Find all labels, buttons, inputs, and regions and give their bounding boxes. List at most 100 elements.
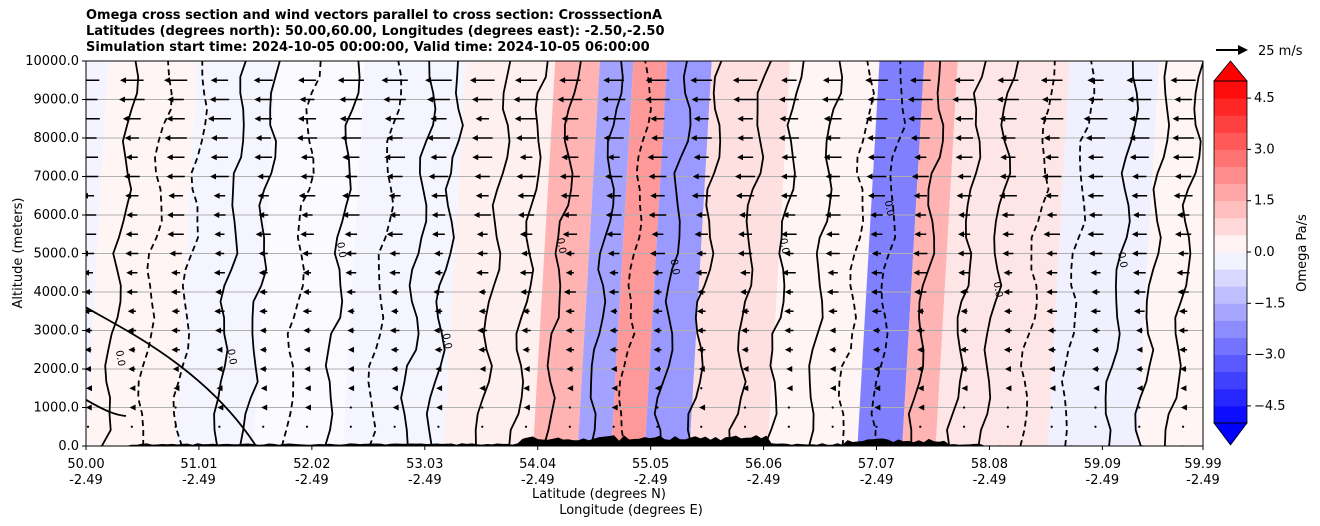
wind-vector-head <box>261 404 268 411</box>
contour-line <box>101 61 140 446</box>
wind-vector <box>954 77 975 84</box>
contour-line <box>474 61 512 446</box>
wind-vector <box>425 77 452 84</box>
wind-vector <box>603 135 624 141</box>
wind-vector <box>1006 406 1009 409</box>
wind-vector-head <box>653 327 660 334</box>
wind-vector <box>914 154 927 161</box>
wind-vector-head <box>1085 135 1092 141</box>
wind-vector-head <box>129 404 136 411</box>
wind-vector <box>437 425 440 428</box>
wind-vector-head <box>297 115 304 122</box>
wind-vector <box>696 327 706 334</box>
wind-vector <box>209 96 230 103</box>
wind-vector <box>302 308 312 315</box>
wind-vector-head <box>300 231 307 238</box>
wind-vector-head <box>1047 327 1054 334</box>
wind-vector-head <box>996 96 1003 103</box>
wind-vector-head <box>696 250 703 257</box>
wind-vector-head <box>523 404 530 411</box>
wind-vector-head <box>914 212 921 218</box>
wind-vector-head <box>300 173 307 180</box>
wind-vector-head <box>1136 346 1143 353</box>
wind-vector-head <box>699 404 706 411</box>
wind-vector-head <box>1040 115 1047 122</box>
wind-vector <box>611 385 618 392</box>
wind-vector <box>914 212 926 218</box>
wind-vector-head <box>430 115 437 122</box>
wind-vector-head <box>213 192 220 199</box>
wind-vector-head <box>426 135 433 141</box>
wind-vector-head <box>565 308 572 315</box>
wind-vector-head <box>740 327 747 334</box>
wind-vector <box>565 327 575 334</box>
wind-vector <box>1003 269 1013 276</box>
wind-vector <box>1136 346 1143 353</box>
wind-vector-head <box>829 366 836 372</box>
wind-vector-head <box>127 308 134 315</box>
wind-vector <box>1129 115 1150 122</box>
x-tick-label-latitude: 56.06 <box>745 457 782 472</box>
wind-vector <box>173 385 180 392</box>
wind-vector-head <box>1046 269 1053 276</box>
wind-vector <box>171 346 180 353</box>
wind-vector-head <box>469 77 476 84</box>
omega-contour-lines: 0.0 0.0 0.0 0.0 0.0 0.0 0.0 0.0 0.0 0.0 <box>86 61 1203 446</box>
wind-vector-head <box>608 289 615 295</box>
wind-vector-head <box>957 231 964 238</box>
wind-vector-head <box>696 327 703 334</box>
wind-vector-head <box>821 96 828 103</box>
wind-vector <box>871 250 882 257</box>
wind-vector-head <box>1136 385 1143 392</box>
wind-vector-head <box>431 192 438 199</box>
wind-vector-head <box>698 366 705 372</box>
wind-vector <box>742 366 749 372</box>
wind-vector-head <box>1179 346 1186 353</box>
wind-vector-head <box>611 404 618 411</box>
wind-vector <box>431 231 445 238</box>
wind-vector-head <box>1003 289 1010 295</box>
wind-vector-head <box>1180 385 1187 392</box>
y-tick-label: 5000.0 <box>34 247 80 262</box>
wind-vector <box>1173 192 1193 199</box>
wind-vector <box>210 135 228 141</box>
wind-vector <box>611 404 618 411</box>
wind-vector-head <box>384 154 391 161</box>
wind-vector-head <box>1179 366 1186 372</box>
wind-vector <box>345 269 357 276</box>
wind-vector-head <box>565 269 572 276</box>
wind-vector-head <box>80 231 86 237</box>
wind-vector-head <box>304 366 311 372</box>
wind-vector <box>1087 154 1104 161</box>
wind-vector <box>824 212 841 218</box>
wind-vector-head <box>86 289 90 295</box>
wind-vector-head <box>386 135 393 141</box>
wind-vector <box>339 96 363 103</box>
wind-vector-dot <box>174 406 177 409</box>
wind-vector-head <box>477 327 484 334</box>
wind-vector <box>125 231 138 238</box>
wind-vector-head <box>866 173 873 180</box>
wind-vector <box>124 135 139 141</box>
wind-vector-head <box>690 135 697 141</box>
colorbar-segment <box>1214 200 1247 219</box>
wind-vector-dot <box>218 425 221 428</box>
wind-vector-head <box>521 327 528 334</box>
wind-vector-head <box>1042 173 1049 180</box>
wind-vector <box>557 96 583 103</box>
wind-vector <box>873 366 880 372</box>
wind-vector <box>346 289 356 295</box>
wind-vector-dot <box>831 406 834 409</box>
wind-vector-head <box>128 346 135 353</box>
wind-vector <box>782 212 796 218</box>
wind-vector-head <box>958 212 965 218</box>
wind-vector-head <box>690 77 697 84</box>
wind-vector-head <box>1177 250 1184 257</box>
y-tick-label: 6000.0 <box>34 208 80 223</box>
wind-vector <box>1043 135 1060 141</box>
wind-vector-head <box>207 115 214 122</box>
wind-vector-head <box>1002 231 1009 238</box>
wind-vector-head <box>125 154 132 161</box>
contour-line <box>1104 61 1140 446</box>
wind-vector <box>300 231 314 238</box>
